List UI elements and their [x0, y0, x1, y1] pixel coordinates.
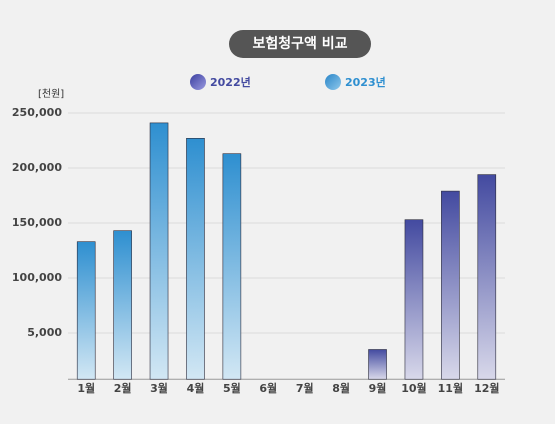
bar: [368, 349, 387, 380]
x-tick-label: 9월: [369, 381, 387, 395]
x-tick-label: 12월: [474, 381, 499, 395]
bar: [113, 230, 132, 380]
bar: [441, 190, 460, 380]
x-tick-label: 1월: [77, 381, 95, 395]
bar: [186, 138, 205, 380]
y-tick-label: 5,000: [27, 326, 62, 339]
y-tick-label: 150,000: [12, 216, 62, 229]
y-tick-label: 200,000: [12, 161, 62, 174]
y-tick-label: 100,000: [12, 271, 62, 284]
legend-label: 2022년: [210, 75, 251, 89]
x-tick-label: 3월: [150, 381, 168, 395]
unit-label: [천원]: [38, 88, 64, 100]
y-tick-label: 250,000: [12, 106, 62, 119]
bar: [477, 174, 497, 380]
x-tick-label: 10월: [401, 381, 426, 395]
bar: [404, 219, 424, 380]
bar: [149, 122, 169, 380]
x-tick-label: 2월: [114, 381, 132, 395]
title-pill: [229, 30, 371, 58]
x-tick-label: 7월: [296, 381, 314, 395]
legend-swatch: [190, 74, 206, 90]
x-tick-label: 6월: [259, 381, 277, 395]
x-tick-label: 11월: [438, 381, 463, 395]
legend-label: 2023년: [345, 75, 386, 89]
x-tick-label: 8월: [332, 381, 350, 395]
x-tick-label: 4월: [187, 381, 205, 395]
x-tick-label: 5월: [223, 381, 241, 395]
chart-title: 보험청구액 비교: [252, 35, 347, 52]
bar: [76, 241, 96, 380]
bar: [222, 153, 242, 380]
legend-swatch: [325, 74, 341, 90]
